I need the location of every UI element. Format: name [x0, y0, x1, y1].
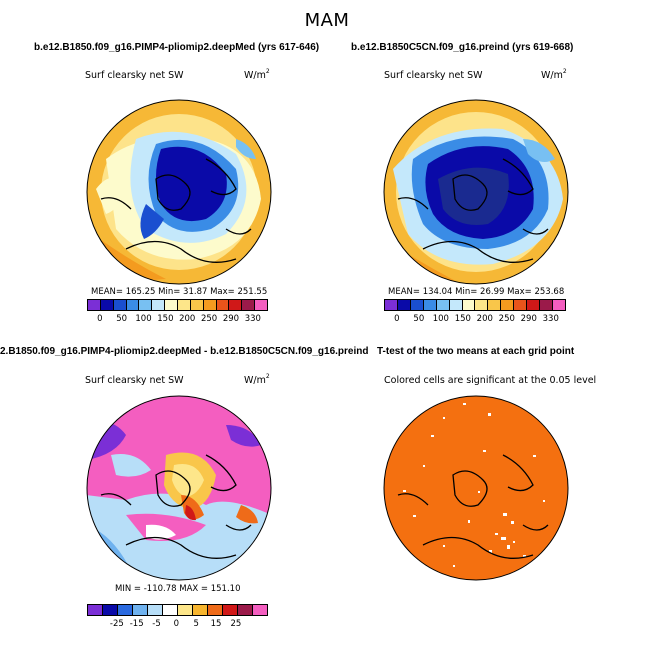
colorbar-segment [190, 300, 204, 310]
colorbar-top-left [87, 299, 268, 311]
colorbar-segment [540, 300, 553, 310]
colorbar-segment [103, 605, 118, 615]
colorbar-tick-label: 100 [432, 314, 449, 324]
significance-note: Colored cells are significant at the 0.0… [384, 375, 597, 386]
variable-label-top-right: Surf clearsky net SW [384, 70, 483, 81]
colorbar-tick-label: 250 [498, 314, 515, 324]
colorbar-tick-label: 290 [222, 314, 240, 324]
variable-label-bottom-left: Surf clearsky net SW [85, 375, 184, 386]
colorbar-tick-label: 200 [476, 314, 493, 324]
colorbar-segment [100, 300, 114, 310]
colorbar-segment [193, 605, 208, 615]
colorbar-segment [423, 300, 437, 310]
colorbar-tick-label: 15 [210, 619, 222, 629]
map-bottom-left [86, 395, 272, 581]
colorbar-bottom-left [87, 604, 268, 616]
colorbar-ticks-bottom-left: -25 -15 -5 0 5 15 25 [87, 619, 266, 631]
colorbar-tick-label: 330 [244, 314, 261, 324]
colorbar-segment [216, 300, 230, 310]
colorbar-segment [410, 300, 424, 310]
units-label-bottom-left: W/m2 [244, 373, 270, 386]
colorbar-tick-label: 0 [173, 619, 180, 629]
colorbar-tick-label: 290 [520, 314, 537, 324]
colorbar-tick-label: 50 [116, 314, 128, 324]
colorbar-tick-label: 200 [179, 314, 196, 324]
units-label-top-left: W/m2 [244, 68, 270, 81]
colorbar-segment [152, 300, 166, 310]
colorbar-tick-label: 100 [135, 314, 152, 324]
colorbar-top-right [384, 299, 566, 311]
colorbar-tick-label: 0 [394, 314, 400, 324]
colorbar-segment [255, 300, 268, 310]
colorbar-segment [475, 300, 489, 310]
stats-top-left: MEAN= 165.25 Min= 31.87 Max= 251.55 [91, 287, 268, 297]
colorbar-segment [501, 300, 515, 310]
colorbar-segment [527, 300, 541, 310]
stats-top-right: MEAN= 134.04 Min= 26.99 Max= 253.68 [388, 287, 565, 297]
colorbar-tick-label: 25 [230, 619, 242, 629]
colorbar-segment [133, 605, 148, 615]
colorbar-tick-label: -25 [109, 619, 124, 629]
colorbar-segment [163, 605, 178, 615]
colorbar-segment [148, 605, 163, 615]
colorbar-tick-label: -5 [152, 619, 161, 629]
colorbar-tick-label: -15 [129, 619, 144, 629]
colorbar-segment [113, 300, 127, 310]
colorbar-tick-label: 250 [200, 314, 218, 324]
colorbar-segment [436, 300, 450, 310]
colorbar-tick-label: 150 [454, 314, 471, 324]
colorbar-segment [208, 605, 223, 615]
colorbar-ticks-top-right: 0 50 100 150 200 250 290 330 [384, 314, 564, 326]
colorbar-segment [238, 605, 253, 615]
colorbar-segment [449, 300, 463, 310]
colorbar-tick-label: 330 [542, 314, 559, 324]
colorbar-segment [223, 605, 238, 615]
colorbar-segment [88, 300, 101, 310]
colorbar-segment [178, 605, 193, 615]
colorbar-segment [462, 300, 476, 310]
colorbar-ticks-top-left: 0 50 100 150 200 250 290 330 [87, 314, 266, 326]
panel-title-top-right: b.e12.B1850C5CN.f09_g16.preind (yrs 619-… [351, 42, 574, 53]
map-bottom-right [383, 395, 569, 581]
variable-label-top-left: Surf clearsky net SW [85, 70, 184, 81]
colorbar-segment [253, 605, 267, 615]
colorbar-tick-label: 50 [413, 314, 425, 324]
colorbar-segment [514, 300, 528, 310]
map-top-right [383, 99, 569, 285]
map-top-left [86, 99, 272, 285]
colorbar-segment [397, 300, 411, 310]
colorbar-segment [178, 300, 191, 310]
colorbar-tick-label: 0 [97, 314, 103, 324]
colorbar-segment [385, 300, 398, 310]
colorbar-segment [229, 300, 243, 310]
colorbar-segment [139, 300, 153, 310]
stats-bottom-left: MIN = -110.78 MAX = 151.10 [115, 584, 241, 594]
colorbar-tick-label: 150 [157, 314, 174, 324]
colorbar-segment [126, 300, 140, 310]
page-title: MAM [304, 10, 350, 31]
colorbar-segment [488, 300, 502, 310]
panel-title-bottom-right: T-test of the two means at each grid poi… [377, 346, 575, 357]
colorbar-segment [165, 300, 179, 310]
colorbar-tick-label: 5 [193, 619, 199, 629]
colorbar-segment [203, 300, 217, 310]
colorbar-segment [552, 300, 565, 310]
panel-title-bottom-left: 2.B1850.f09_g16.PIMP4-pliomip2.deepMed -… [0, 346, 369, 357]
panel-title-top-left: b.e12.B1850.f09_g16.PIMP4-pliomip2.deepM… [34, 42, 320, 53]
colorbar-segment [242, 300, 256, 310]
colorbar-segment [88, 605, 103, 615]
units-label-top-right: W/m2 [541, 68, 567, 81]
colorbar-segment [118, 605, 133, 615]
